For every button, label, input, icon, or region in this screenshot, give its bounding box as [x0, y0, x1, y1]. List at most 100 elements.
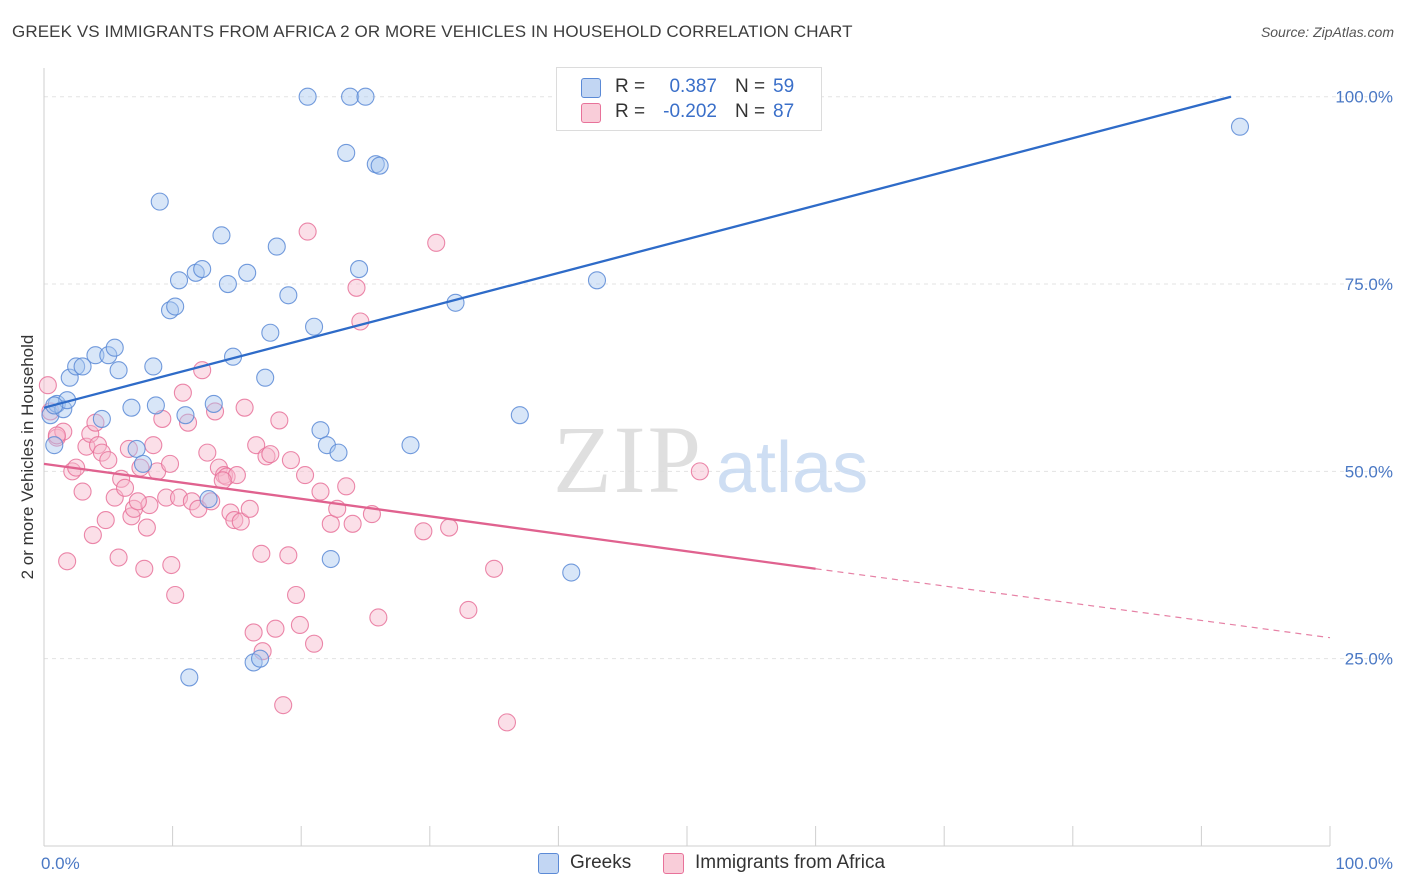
immigrants-point — [290, 615, 309, 635]
greeks-point — [133, 454, 153, 473]
greeks-point — [166, 297, 185, 316]
legend-r-label: R = — [615, 76, 646, 97]
greeks-point — [329, 443, 348, 462]
immigrants-point — [274, 696, 293, 715]
immigrants-point — [296, 466, 315, 485]
gridlines — [44, 96, 1393, 660]
immigrants-point — [244, 623, 263, 642]
greeks-point — [356, 87, 375, 106]
greeks-point — [510, 406, 529, 425]
immigrants-point — [178, 413, 198, 432]
immigrants-point — [337, 477, 356, 496]
immigrants-point — [119, 439, 138, 458]
immigrants-point — [261, 445, 280, 464]
legend-swatch-blue — [581, 78, 601, 98]
greeks-point — [199, 490, 218, 509]
immigrants-point — [298, 222, 317, 241]
immigrants-point — [122, 507, 141, 526]
immigrants-point — [162, 555, 181, 575]
greeks-point — [73, 357, 92, 376]
immigrants-point — [281, 451, 300, 470]
immigrants-trend-extension — [815, 568, 1331, 639]
legend-label-greeks: Greeks — [570, 852, 632, 873]
immigrants-point — [369, 608, 388, 627]
immigrants-point — [202, 492, 221, 511]
trend-lines — [43, 95, 1331, 639]
greeks-point — [146, 396, 165, 415]
legend-swatch-pink — [581, 103, 601, 123]
greeks-point — [341, 87, 360, 106]
immigrants-point — [205, 402, 225, 421]
series-legend: Greeks Immigrants from Africa — [0, 852, 1406, 878]
greeks-point — [212, 226, 231, 245]
immigrants-point — [459, 600, 478, 620]
immigrants-point — [311, 482, 330, 501]
greeks-point — [218, 274, 237, 294]
immigrants-point — [99, 451, 118, 470]
immigrants-point — [83, 526, 102, 545]
greeks-point — [350, 260, 369, 279]
immigrants-point — [227, 466, 246, 485]
immigrants-point — [225, 511, 244, 530]
immigrants-point — [240, 499, 259, 518]
greeks-point — [267, 237, 286, 256]
immigrants-point — [173, 383, 192, 402]
greeks-point — [204, 394, 223, 413]
legend-swatch-immigrants — [663, 853, 684, 874]
legend-n-label: N = — [735, 101, 766, 122]
immigrants-point — [485, 559, 504, 578]
chart-title: GREEK VS IMMIGRANTS FROM AFRICA 2 OR MOR… — [12, 22, 853, 41]
greeks-point — [337, 143, 356, 162]
greeks-point — [169, 271, 189, 290]
greeks-point — [1230, 117, 1250, 136]
greeks-point — [45, 436, 64, 455]
greeks-point — [250, 649, 270, 668]
immigrants-point — [247, 436, 266, 455]
greeks-point — [105, 338, 124, 357]
greeks-point — [298, 87, 317, 106]
greeks-point — [401, 436, 420, 455]
greeks-point — [370, 156, 389, 175]
immigrants-point — [92, 443, 111, 462]
immigrants-point — [144, 436, 163, 455]
legend-n-value: 87 — [773, 101, 795, 122]
watermark-zip: ZIP — [553, 406, 703, 513]
correlation-legend: R = 0.387 N = 59 R = -0.202 N = 87 — [556, 67, 822, 131]
greeks-point — [92, 409, 111, 428]
immigrants-trend-line — [43, 462, 816, 570]
greeks-point — [256, 368, 275, 387]
immigrants-point — [305, 634, 324, 653]
greeks-point — [305, 317, 324, 336]
y-tick-label: 100.0% — [1335, 88, 1393, 107]
immigrants-point — [235, 398, 254, 417]
immigrants-point — [252, 544, 271, 563]
greeks-point — [67, 357, 86, 376]
greeks-point — [99, 346, 118, 365]
x-tick-label: 100.0% — [1335, 854, 1393, 873]
watermark-atlas: atlas — [716, 428, 868, 508]
immigrants-point — [427, 233, 446, 252]
greeks-point — [150, 192, 169, 211]
y-tick-label: 75.0% — [1345, 275, 1393, 294]
immigrants-point — [414, 522, 433, 541]
greeks-point — [446, 293, 465, 312]
immigrants-point — [343, 514, 362, 533]
greeks-point — [238, 263, 257, 282]
immigrants-point — [140, 496, 159, 515]
legend-row-immigrants: R = -0.202 N = 87 — [557, 101, 821, 127]
immigrants-point — [440, 518, 459, 537]
immigrants-point — [157, 488, 176, 507]
x-tick-label: 0.0% — [41, 854, 80, 873]
greeks-point — [279, 286, 298, 305]
legend-swatch-greeks — [538, 853, 559, 874]
greeks-point — [193, 260, 212, 279]
immigrants-point — [270, 411, 289, 430]
immigrants-point — [160, 454, 180, 473]
tick-labels: 100.0% 75.0% 50.0% 25.0% 0.0% 100.0% — [41, 88, 1393, 873]
immigrants-point — [137, 518, 156, 537]
series-greeks — [41, 87, 1250, 687]
greeks-point — [86, 346, 105, 365]
immigrants-point — [128, 492, 147, 511]
greeks-point — [562, 563, 581, 582]
